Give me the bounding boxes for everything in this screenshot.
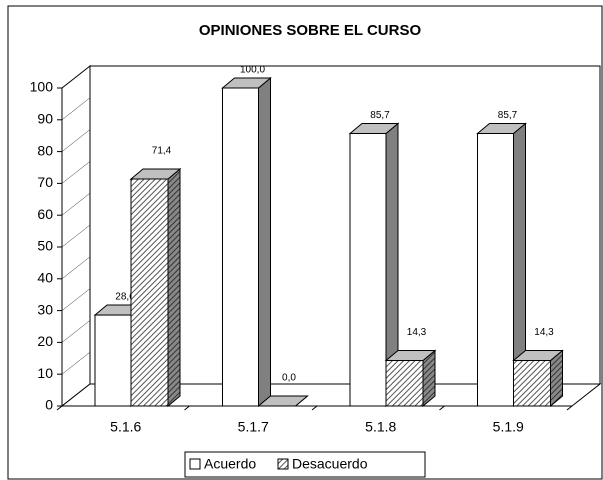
x-tick bbox=[566, 405, 573, 411]
value-label: 100,0 bbox=[240, 65, 265, 76]
value-label: 85,7 bbox=[370, 110, 390, 121]
y-tick-label: 30 bbox=[37, 301, 53, 317]
wall-tick bbox=[61, 193, 91, 216]
wall-tick bbox=[61, 129, 91, 152]
bar-top bbox=[476, 122, 527, 134]
wall-tick bbox=[61, 352, 91, 375]
y-tick-label: 40 bbox=[37, 270, 53, 286]
legend-swatch bbox=[189, 458, 201, 470]
bar-front bbox=[513, 360, 551, 407]
wall-tick bbox=[61, 97, 91, 120]
legend-label: Desacuerdo bbox=[292, 456, 368, 472]
x-tick bbox=[184, 405, 190, 411]
wall-tick bbox=[61, 256, 91, 279]
x-tick-label: 5.1.9 bbox=[493, 419, 524, 435]
x-tick bbox=[56, 405, 63, 411]
x-tick bbox=[311, 405, 318, 411]
y-tick-label: 90 bbox=[37, 111, 53, 127]
x-tick-label: 5.1.8 bbox=[365, 419, 396, 435]
wall-tick bbox=[61, 288, 91, 311]
value-label: 14,3 bbox=[534, 327, 554, 338]
y-tick-label: 10 bbox=[37, 365, 53, 381]
y-tick-label: 70 bbox=[37, 174, 53, 190]
bar-top bbox=[221, 77, 272, 89]
value-label: 14,3 bbox=[407, 327, 427, 338]
x-tick-label: 5.1.6 bbox=[110, 419, 141, 435]
x-tick-label: 5.1.7 bbox=[238, 419, 269, 435]
wall-tick bbox=[61, 161, 91, 184]
chart-title: OPINIONES SOBRE EL CURSO bbox=[199, 22, 422, 39]
y-tick-label: 100 bbox=[30, 79, 54, 95]
bar-front bbox=[130, 178, 169, 407]
y-tick-label: 0 bbox=[45, 397, 53, 413]
value-label: 71,4 bbox=[152, 146, 172, 157]
bar-front bbox=[385, 360, 424, 407]
wall-tick bbox=[61, 320, 91, 343]
bar-front bbox=[94, 314, 132, 407]
bar-side bbox=[258, 76, 271, 408]
value-label: 0,0 bbox=[282, 373, 296, 384]
bar-front bbox=[349, 132, 387, 407]
wall-tick bbox=[61, 224, 91, 248]
bar-top bbox=[348, 122, 400, 134]
y-tick-label: 80 bbox=[37, 142, 53, 158]
bar-top bbox=[384, 350, 437, 362]
y-tick-label: 50 bbox=[37, 238, 53, 254]
y-tick-label: 20 bbox=[37, 333, 53, 349]
x-tick bbox=[439, 405, 445, 411]
bar-top bbox=[129, 168, 182, 180]
bar-front bbox=[477, 132, 514, 407]
value-label: 28,6 bbox=[115, 292, 135, 303]
legend-label: Acuerdo bbox=[204, 456, 256, 472]
bar-side bbox=[167, 167, 181, 408]
bar-front bbox=[222, 87, 259, 407]
bar-top bbox=[257, 395, 309, 407]
legend bbox=[184, 451, 426, 478]
value-label: 85,7 bbox=[498, 110, 518, 121]
wall-tick bbox=[61, 65, 91, 89]
bar-top bbox=[512, 350, 564, 362]
wall-tick bbox=[61, 383, 91, 407]
y-tick-label: 60 bbox=[37, 206, 53, 222]
legend-swatch bbox=[277, 458, 289, 470]
